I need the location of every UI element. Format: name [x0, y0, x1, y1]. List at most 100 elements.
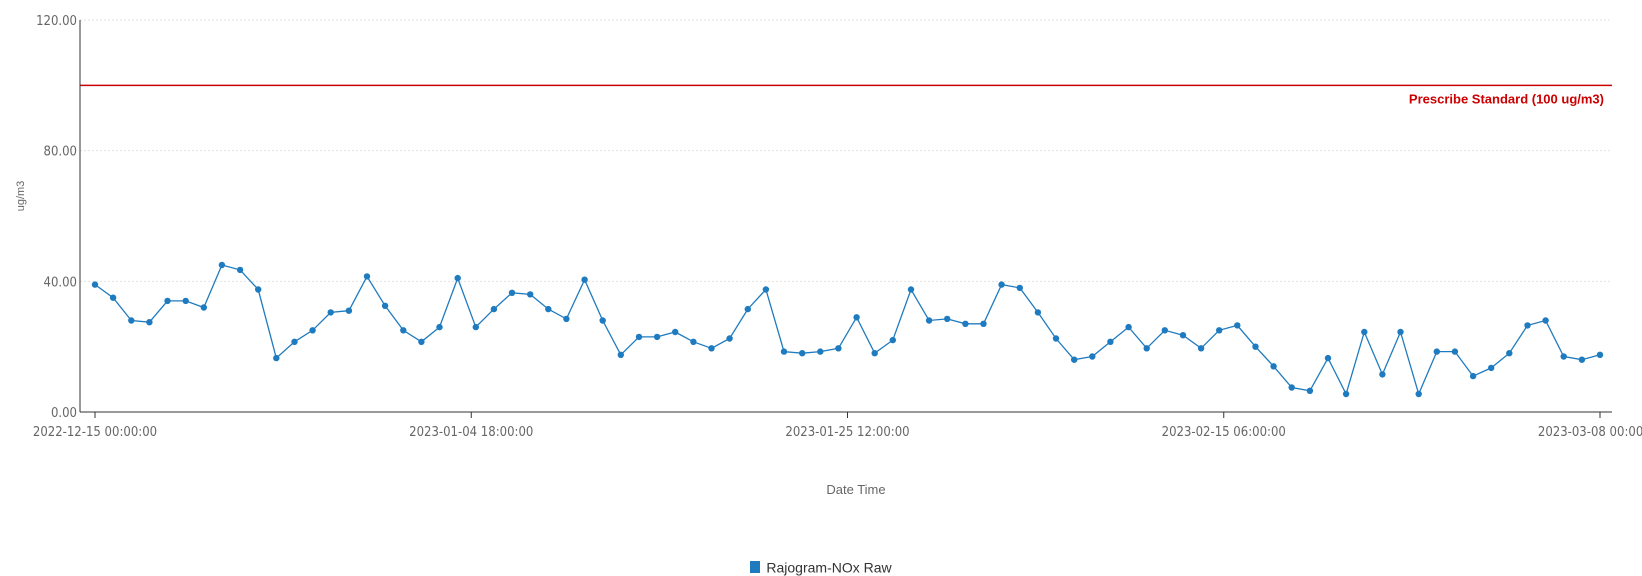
legend-swatch — [750, 561, 761, 574]
y-tick-label: 40.00 — [44, 275, 77, 290]
data-point — [1252, 343, 1259, 350]
data-point — [1197, 345, 1205, 352]
data-point — [962, 320, 969, 327]
data-point — [1143, 345, 1150, 352]
data-point — [799, 350, 806, 357]
data-point — [1216, 327, 1223, 334]
data-point — [381, 302, 389, 309]
data-point — [853, 314, 860, 321]
data-point — [454, 274, 461, 282]
data-point — [1161, 327, 1169, 334]
data-point — [273, 354, 280, 362]
data-point — [599, 317, 606, 324]
data-point — [690, 338, 697, 345]
data-point — [182, 297, 189, 305]
data-point — [1107, 338, 1114, 345]
data-point — [200, 304, 207, 311]
data-point — [1125, 323, 1132, 331]
data-point — [1071, 356, 1078, 363]
data-point — [508, 289, 516, 296]
data-point — [1560, 353, 1567, 360]
data-point — [109, 294, 117, 301]
data-point — [418, 338, 425, 345]
data-point — [400, 327, 407, 334]
data-point — [1379, 371, 1386, 378]
data-point — [1306, 387, 1314, 394]
data-point — [218, 261, 226, 269]
data-point — [1524, 322, 1531, 329]
data-point — [1052, 335, 1060, 342]
y-tick-label: 0.00 — [51, 406, 77, 421]
data-point — [1361, 328, 1368, 336]
x-tick-label: 2023-01-25 12:00:00 — [785, 425, 909, 440]
data-point — [635, 333, 643, 341]
data-point — [327, 309, 334, 316]
data-point — [871, 350, 878, 357]
data-point — [653, 333, 661, 341]
reference-line-label: Prescribe Standard (100 ug/m3) — [1409, 91, 1604, 106]
data-point — [726, 335, 733, 342]
data-point — [1451, 348, 1459, 355]
data-point — [944, 315, 951, 323]
y-tick-label: 80.00 — [44, 145, 77, 160]
x-tick-label: 2022-12-15 00:00:00 — [33, 425, 157, 440]
data-point — [1506, 350, 1513, 357]
data-point — [980, 320, 987, 327]
data-point — [1469, 372, 1477, 380]
data-point — [1179, 332, 1187, 339]
data-point — [545, 305, 552, 313]
data-point — [1270, 363, 1277, 370]
data-point — [1016, 284, 1023, 292]
data-point — [762, 286, 770, 293]
x-axis-title: Date Time — [826, 482, 885, 497]
y-tick-label: 120.00 — [36, 14, 77, 29]
data-point — [925, 317, 933, 324]
data-point — [1578, 356, 1586, 363]
data-point — [617, 351, 624, 358]
data-point — [309, 327, 316, 334]
data-point — [345, 307, 353, 314]
data-point — [436, 323, 443, 331]
data-point — [581, 276, 588, 283]
data-point — [146, 319, 153, 326]
data-point — [1596, 351, 1604, 358]
data-point — [835, 345, 842, 352]
axes: 0.00 40.00 80.00 120.00 2022-12-15 00:00:00 2… — [33, 14, 1642, 440]
data-point — [1234, 322, 1241, 329]
y-axis-title: ug/m3 — [15, 181, 27, 212]
data-point — [817, 348, 824, 355]
data-point — [490, 305, 498, 313]
data-point — [672, 328, 679, 336]
grid — [80, 19, 1612, 282]
series-group — [91, 261, 1604, 398]
data-point — [1324, 354, 1332, 362]
data-point — [563, 315, 570, 323]
data-point — [472, 323, 479, 331]
data-point — [527, 291, 534, 298]
data-point — [1089, 353, 1096, 360]
data-point — [91, 281, 99, 288]
data-point — [291, 338, 298, 345]
data-point — [255, 286, 262, 293]
data-point — [363, 273, 371, 280]
data-point — [1034, 309, 1042, 316]
legend-label: Rajogram-NOx Raw — [766, 559, 892, 576]
data-point — [1397, 328, 1404, 336]
x-tick-label: 2023-02-15 06:00:00 — [1162, 425, 1286, 440]
series-line — [94, 264, 1601, 396]
data-point — [1288, 384, 1295, 391]
data-point — [1542, 317, 1549, 324]
data-point — [998, 281, 1005, 288]
x-tick-label: 2023-01-04 18:00:00 — [409, 425, 533, 440]
data-point — [164, 297, 171, 305]
data-point — [236, 266, 244, 274]
data-point — [1488, 364, 1495, 372]
legend[interactable]: Rajogram-NOx Raw — [0, 558, 1642, 575]
data-point — [1415, 390, 1422, 398]
data-point — [889, 336, 896, 344]
x-tick-label: 2023-03-08 00:00:00 — [1538, 425, 1642, 440]
data-point — [128, 317, 135, 324]
data-point — [907, 286, 915, 293]
